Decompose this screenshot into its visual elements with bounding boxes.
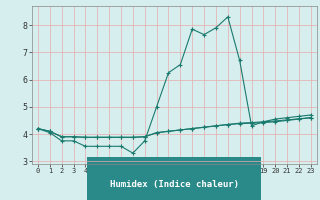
X-axis label: Humidex (Indice chaleur): Humidex (Indice chaleur) (110, 180, 239, 189)
